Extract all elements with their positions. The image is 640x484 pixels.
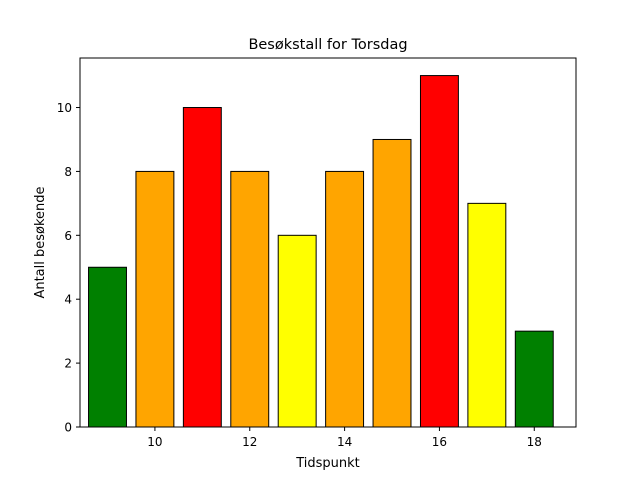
bar-18 [514,330,554,428]
x-tick-label: 16 [432,435,447,449]
y-tick-label: 10 [57,101,72,115]
y-tick-label: 0 [64,421,72,435]
x-axis-label: Tidspunkt [295,456,360,471]
bar-11 [182,107,222,428]
x-tick-label: 14 [337,435,352,449]
bar-12 [230,170,270,428]
plot-frame [79,57,577,428]
bar-9 [88,266,127,428]
ticks-layer: 10 12 14 16 18 0 2 4 6 8 10 [57,101,542,449]
y-tick-label: 4 [64,293,72,307]
bar-16 [419,75,459,428]
bar-15 [372,138,412,428]
y-axis-label: Antall besøkende [33,186,48,298]
chart-title: Besøkstall for Torsdag [248,37,407,53]
bar-17 [467,202,507,428]
x-tick-label: 12 [242,435,257,449]
y-tick-label: 8 [64,165,72,179]
bar-13 [277,234,317,428]
y-tick-label: 6 [64,229,72,243]
y-tick-label: 2 [64,357,72,371]
x-tick-label: 10 [147,435,162,449]
bar-14 [325,170,365,428]
x-tick-label: 18 [527,435,542,449]
bars-layer [88,75,554,428]
bar-10 [135,170,175,428]
